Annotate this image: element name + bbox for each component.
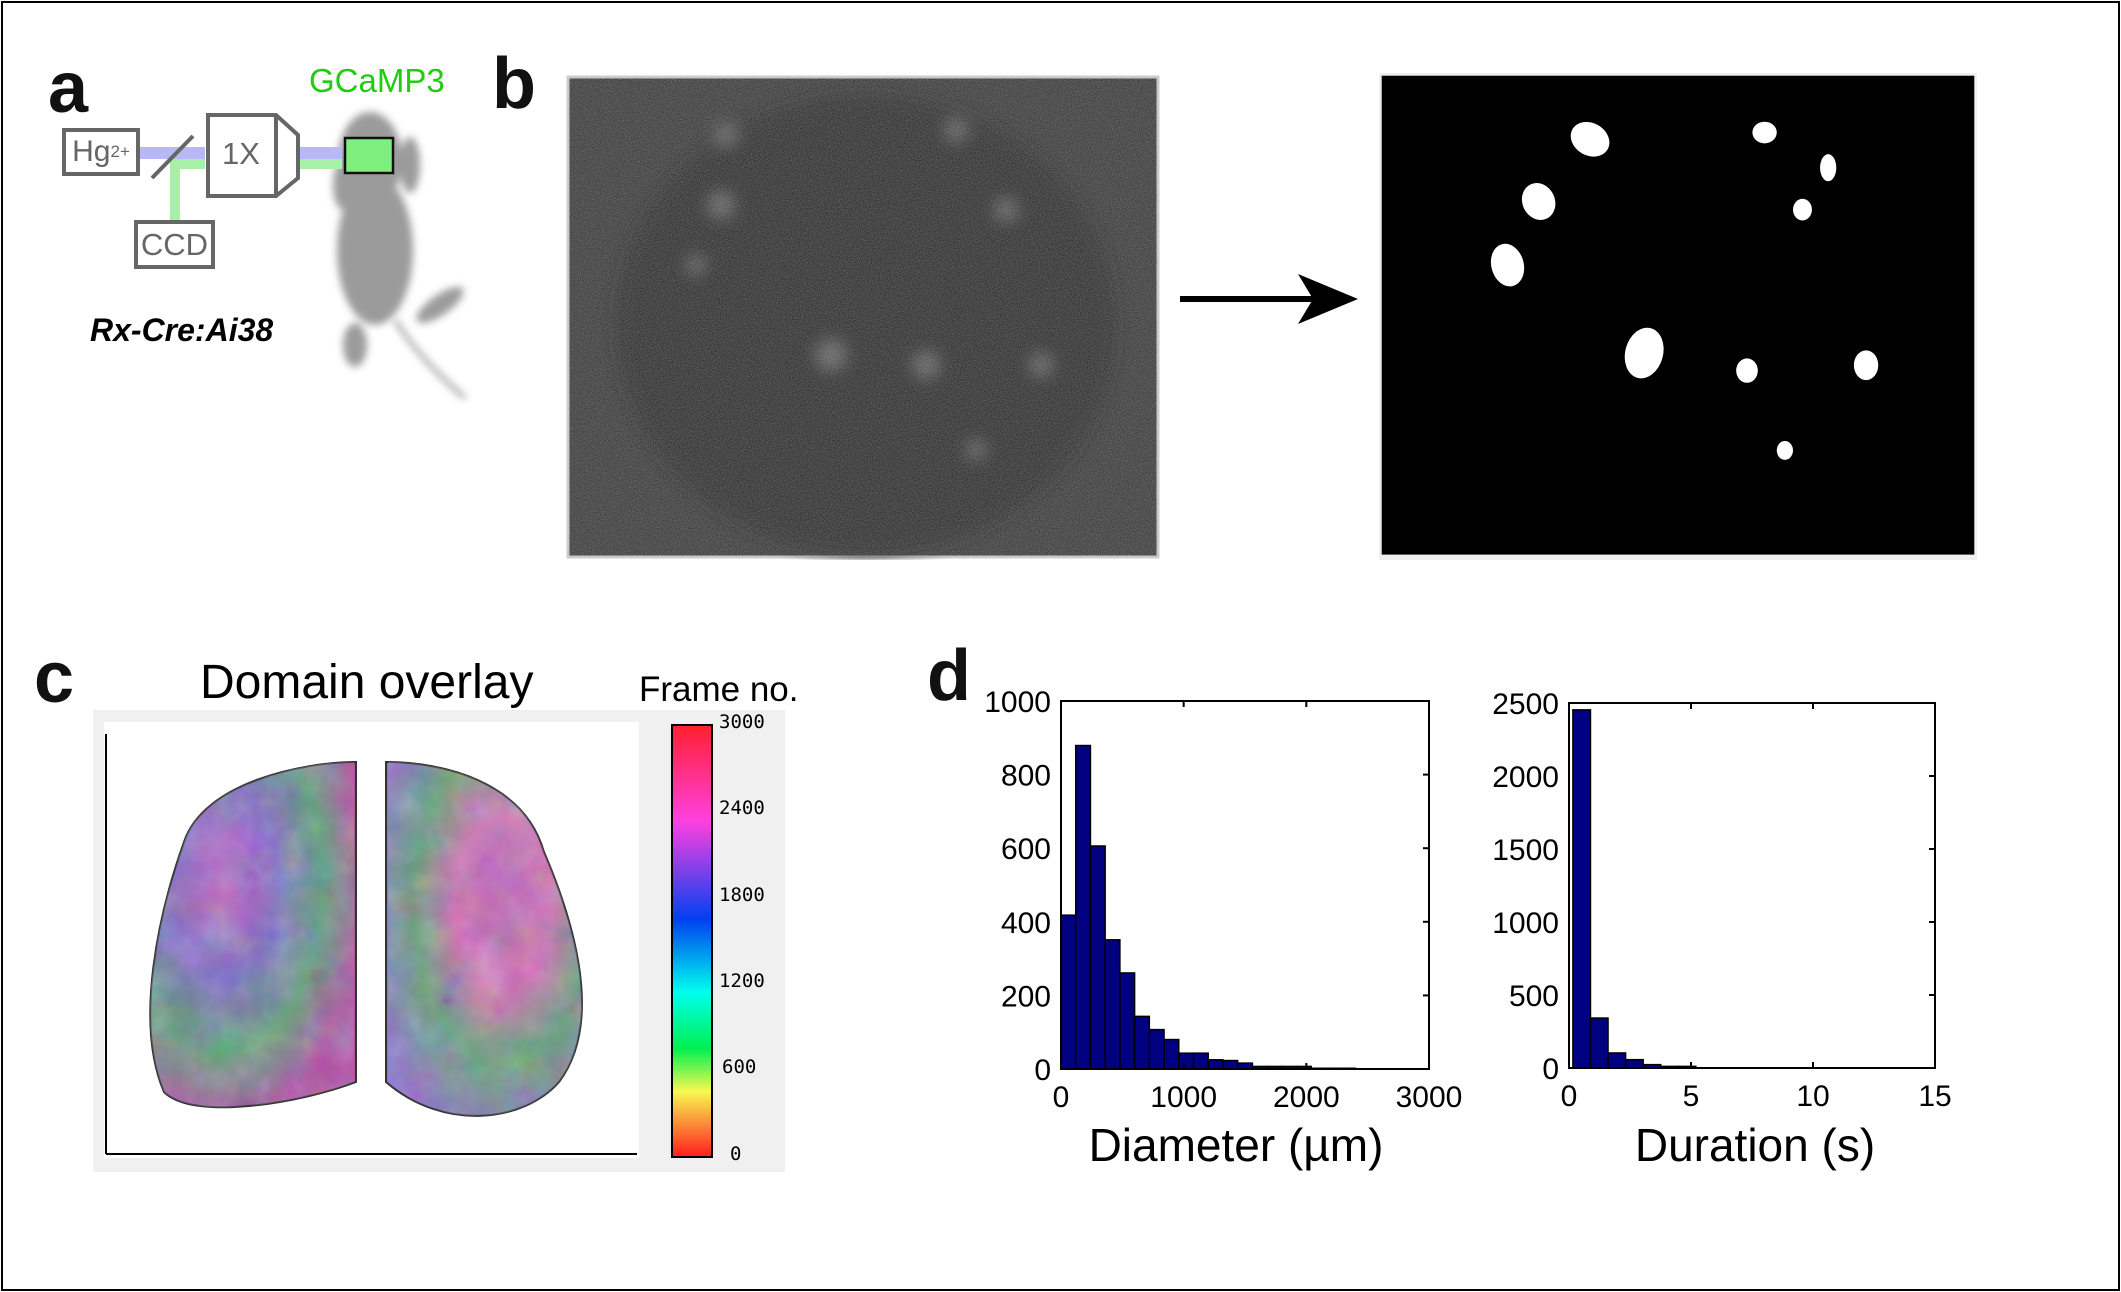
histogram-bar (1178, 1052, 1195, 1070)
axes-box (1060, 700, 1430, 1070)
domain-overlay-title: Domain overlay (200, 656, 534, 709)
colorbar-tick: 2400 (719, 797, 765, 819)
histogram-bar (1060, 914, 1077, 1070)
camera-box: CCD (134, 220, 215, 269)
colorbar-tick: 600 (722, 1056, 757, 1078)
imaging-setup-schematic (140, 112, 467, 400)
cortex-window (343, 136, 395, 175)
x-tick-label: 3000 (1396, 1081, 1463, 1114)
diameter-histogram: 0 1000 2000 3000 0 200 400 600 800 1000 (984, 686, 1463, 1114)
arrow-right-icon (1180, 274, 1358, 324)
y-tick-label: 1500 (1492, 834, 1559, 867)
binary-mask-image (1379, 73, 1977, 560)
light-source-superscript: 2+ (110, 142, 130, 161)
colorbar-tick: 0 (730, 1143, 742, 1165)
colorbar (671, 724, 713, 1158)
light-source-label: Hg (72, 135, 111, 168)
histogram-bar (1089, 845, 1106, 1070)
x-tick-label: 10 (1796, 1080, 1829, 1113)
y-tick-label: 1000 (1492, 907, 1559, 940)
genotype-label: Rx-Cre:Ai38 (90, 312, 274, 348)
y-tick-label: 500 (1509, 980, 1559, 1013)
histogram-bar (1572, 709, 1592, 1069)
histogram-bar (1624, 1058, 1644, 1069)
x-tick-label: 2000 (1273, 1081, 1340, 1114)
duration-xlabel: Duration (s) (1634, 1119, 1876, 1171)
histogram-bar (1163, 1038, 1180, 1070)
histogram-bar (1589, 1017, 1609, 1069)
x-tick-label: 1000 (1150, 1081, 1217, 1114)
x-tick-label: 0 (1053, 1081, 1070, 1114)
plot-area (1569, 703, 1935, 1068)
diameter-xlabel: Diameter (µm) (1088, 1119, 1384, 1171)
histogram-bar (1222, 1059, 1239, 1070)
panel-label-a: a (48, 48, 89, 128)
panel-label-c: c (34, 638, 75, 718)
y-tick-label: 0 (1542, 1053, 1559, 1086)
objective-label: 1X (222, 136, 260, 171)
y-tick-label: 200 (1001, 980, 1051, 1013)
histogram-bar (1207, 1059, 1224, 1070)
histogram-bar (1607, 1052, 1627, 1069)
excitation-path (140, 147, 205, 159)
panel-label-d: d (927, 636, 971, 716)
dichroic-mirror (150, 134, 195, 180)
colorbar-tick: 3000 (719, 711, 765, 733)
emission-path (170, 159, 205, 169)
histogram-bar (1133, 1015, 1151, 1070)
detected-domains (1490, 121, 1879, 460)
y-tick-label: 2000 (1492, 761, 1559, 794)
colorbar-label: Frame no. (639, 670, 799, 709)
histogram-bar (1074, 744, 1092, 1070)
histogram-bar (1148, 1028, 1165, 1070)
camera-label: CCD (140, 226, 209, 262)
domain-overlay-image (104, 722, 639, 1158)
light-source-box: Hg 2+ (62, 128, 140, 176)
indicator-label: GCaMP3 (309, 62, 445, 99)
x-tick-label: 0 (1561, 1080, 1578, 1113)
y-tick-label: 400 (1001, 907, 1051, 940)
histogram-bar (1192, 1052, 1209, 1070)
raw-fluorescence-image (566, 75, 1160, 559)
y-tick-label: 2500 (1492, 688, 1559, 721)
panel-label-b: b (492, 44, 536, 124)
histogram-bar (1104, 939, 1121, 1070)
duration-histogram: 0 5 10 15 0 500 1000 1500 2000 2500 (1492, 688, 1951, 1113)
y-tick-label: 1000 (984, 686, 1051, 719)
histogram-bar (1119, 972, 1136, 1070)
x-tick-label: 15 (1918, 1080, 1951, 1113)
y-tick-label: 600 (1001, 833, 1051, 866)
y-tick-label: 0 (1034, 1054, 1051, 1087)
y-tick-label: 800 (1001, 760, 1051, 793)
colorbar-tick: 1200 (719, 970, 765, 992)
axes-box (1568, 702, 1936, 1069)
x-tick-label: 5 (1683, 1080, 1700, 1113)
colorbar-tick: 1800 (719, 884, 765, 906)
